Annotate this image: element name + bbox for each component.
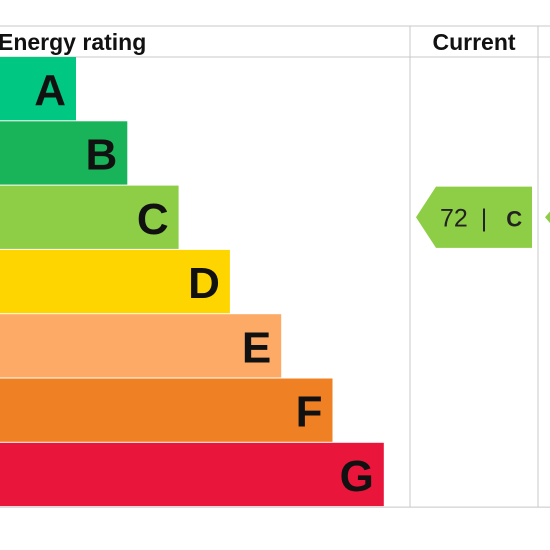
band-letter-e: E xyxy=(242,323,271,372)
band-bar-g xyxy=(0,442,384,507)
band-bar-b xyxy=(0,121,128,185)
band-letter-a: A xyxy=(34,66,66,115)
band-bar-d xyxy=(0,249,230,314)
band-letter-f: F xyxy=(296,388,323,437)
current-band-letter: C xyxy=(506,206,522,231)
energy-rating-header: Energy rating xyxy=(0,29,146,55)
band-bar-f xyxy=(0,378,333,442)
potential-arrow-stub xyxy=(545,211,550,223)
band-bar-e xyxy=(0,314,282,378)
current-rating-arrow: 72 | C xyxy=(416,186,532,248)
band-letter-b: B xyxy=(86,130,118,179)
band-letter-c: C xyxy=(137,195,169,244)
current-arrow-shape xyxy=(416,186,532,248)
current-header: Current xyxy=(432,29,515,55)
band-letter-g: G xyxy=(340,452,374,501)
band-bar-c xyxy=(0,185,179,249)
current-score-label: 72 | C xyxy=(440,204,522,232)
current-score: 72 xyxy=(440,204,468,232)
current-separator: | xyxy=(481,204,488,232)
band-bar-a xyxy=(0,57,76,121)
table-grid xyxy=(0,25,550,508)
band-letter-d: D xyxy=(188,259,220,308)
